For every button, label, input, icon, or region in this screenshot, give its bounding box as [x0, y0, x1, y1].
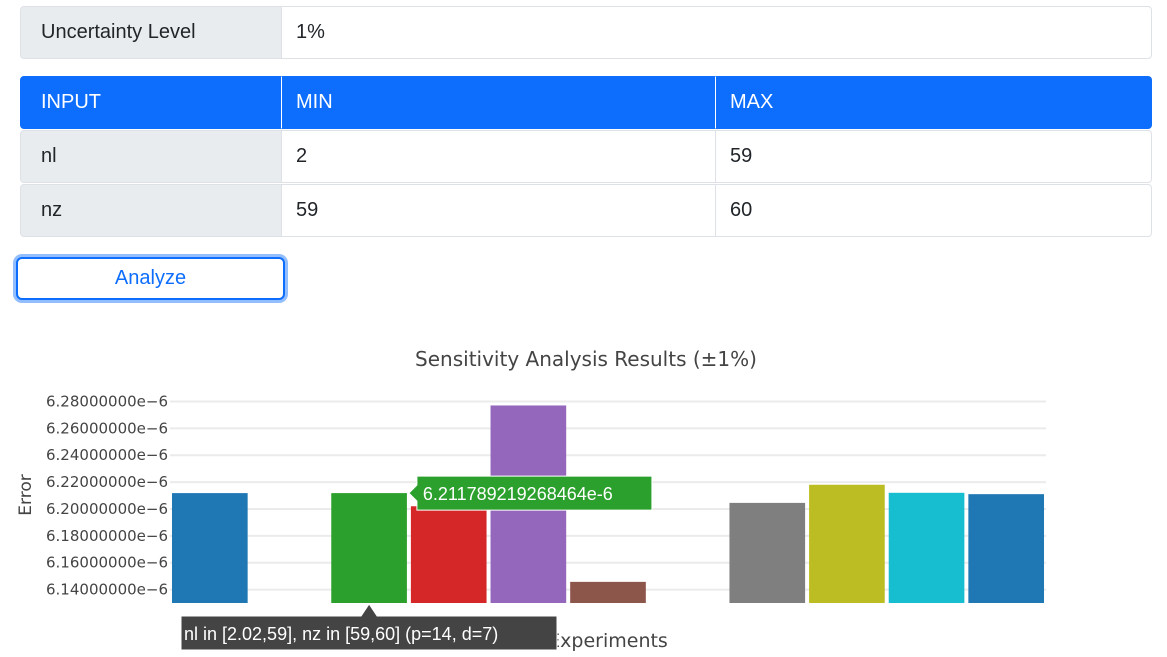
row-nl-input: nl	[20, 130, 282, 183]
y-tick-label: 6.16000000e−6	[46, 554, 168, 572]
y-tick-label: 6.20000000e−6	[46, 500, 168, 518]
uncertainty-input[interactable]: 1%	[281, 6, 1152, 59]
header-input: INPUT	[20, 76, 282, 129]
row-nz-max-value: 60	[730, 199, 753, 221]
y-tick-label: 6.18000000e−6	[46, 527, 168, 545]
bar[interactable]	[410, 506, 487, 603]
header-min-label: MIN	[296, 91, 333, 113]
header-max: MAX	[715, 76, 1152, 129]
bar[interactable]	[809, 484, 885, 603]
sensitivity-chart: Sensitivity Analysis Results (±1%) 6.140…	[16, 347, 1046, 652]
bar[interactable]	[570, 581, 646, 603]
bar[interactable]	[888, 492, 965, 603]
label-tooltip-text: nl in [2.02,59], nz in [59,60] (p=14, d=…	[184, 624, 498, 644]
row-nl-name: nl	[41, 145, 57, 167]
y-tick-label: 6.24000000e−6	[46, 446, 168, 464]
y-tick-label: 6.28000000e−6	[46, 392, 168, 410]
label-tooltip-box	[180, 603, 558, 651]
row-nl-min-field[interactable]: 2	[281, 130, 716, 183]
uncertainty-label-cell: Uncertainty Level	[20, 6, 282, 59]
row-nl-min-value: 2	[296, 145, 308, 167]
y-tick-label: 6.22000000e−6	[46, 473, 168, 491]
hover-tooltip: 6.211789219268464e-6 nl in [2.02,59], nz …	[180, 475, 653, 651]
bar[interactable]	[171, 493, 248, 603]
header-min: MIN	[281, 76, 716, 129]
row-nz-name: nz	[41, 199, 63, 221]
row-nz-min-field[interactable]: 59	[281, 184, 716, 237]
header-max-label: MAX	[730, 91, 774, 113]
chart-title: Sensitivity Analysis Results (±1%)	[415, 347, 757, 371]
header-input-label: INPUT	[41, 91, 101, 113]
bar[interactable]	[968, 494, 1045, 603]
y-axis-ticks: 6.14000000e−6 6.16000000e−6 6.18000000e−6 6…	[46, 392, 168, 598]
analyze-button[interactable]: Analyze	[16, 257, 285, 300]
row-nl-max-value: 59	[730, 145, 753, 167]
row-nl-max-field[interactable]: 59	[715, 130, 1152, 183]
value-tooltip-text: 6.211789219268464e-6	[423, 484, 613, 504]
value-tooltip-box	[408, 475, 653, 511]
bar[interactable]	[729, 502, 806, 603]
x-axis-label: Experiments	[548, 630, 668, 652]
y-tick-label: 6.26000000e−6	[46, 419, 168, 437]
y-axis-label: Error	[16, 474, 36, 515]
uncertainty-label: Uncertainty Level	[41, 21, 196, 43]
row-nz-input: nz	[20, 184, 282, 237]
uncertainty-value: 1%	[296, 21, 325, 43]
row-nz-min-value: 59	[296, 199, 319, 221]
row-nz-max-field[interactable]: 60	[715, 184, 1152, 237]
y-tick-label: 6.14000000e−6	[46, 581, 168, 599]
bar[interactable]	[331, 493, 407, 603]
